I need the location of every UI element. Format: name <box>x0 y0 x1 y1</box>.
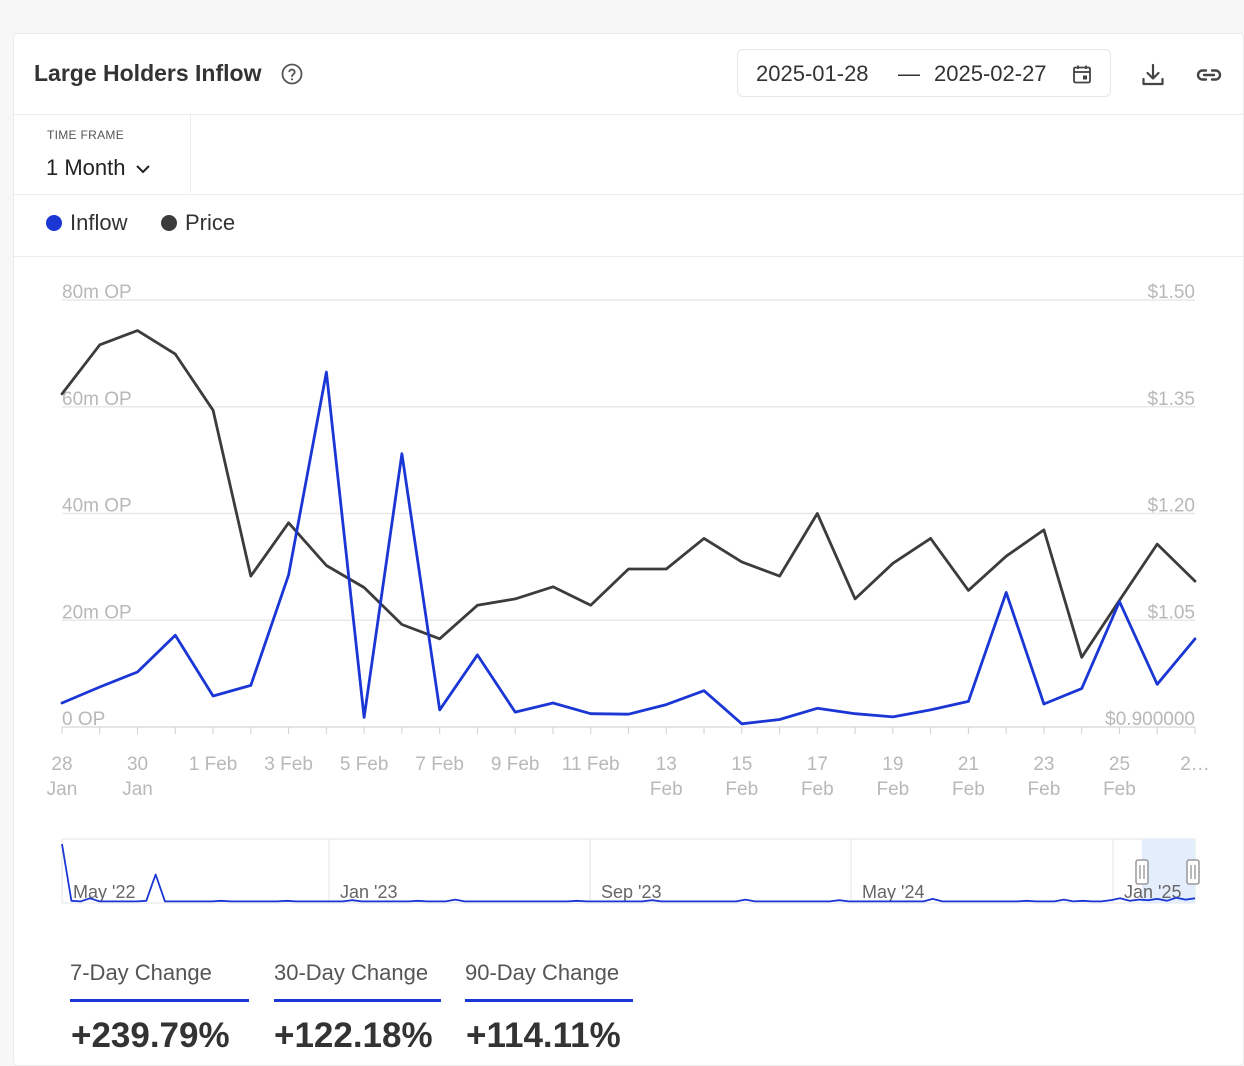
chevron-down-icon <box>135 165 150 174</box>
date-start: 2025-01-28 <box>756 61 869 86</box>
legend-item-inflow[interactable]: Inflow <box>46 210 127 236</box>
timeframe-label: TIME FRAME <box>47 128 124 142</box>
change-value-90d: +114.11% <box>466 1016 621 1055</box>
link-icon[interactable] <box>1194 62 1224 88</box>
x-tick-label: 1 Feb <box>189 754 238 775</box>
legend-dot-inflow <box>46 215 62 231</box>
x-tick-label: 2… <box>1180 754 1210 775</box>
x-tick-label: 15 <box>731 754 752 775</box>
navigator-label: Jan '25 <box>1124 882 1181 902</box>
navigator-label: Sep '23 <box>601 882 662 902</box>
x-tick-label: 11 Feb <box>562 754 620 775</box>
y-left-tick-label: 80m OP <box>62 282 132 303</box>
x-tick-label: Feb <box>801 779 834 800</box>
series-line-price <box>60 329 1197 659</box>
navigator-label: Jan '23 <box>340 882 397 902</box>
download-icon[interactable] <box>1140 62 1166 88</box>
x-tick-label: Jan <box>47 779 78 800</box>
tab-label: 7-Day Change <box>70 960 212 985</box>
navigator-frame <box>61 838 1196 904</box>
date-separator: — <box>898 61 920 86</box>
legend-label-price: Price <box>185 210 236 235</box>
tab-7-day-change[interactable]: 7-Day Change <box>70 960 249 1002</box>
y-right-tick-label: $1.20 <box>1147 496 1195 517</box>
x-tick-label: 3 Feb <box>264 754 313 775</box>
series-line-inflow <box>60 370 1197 726</box>
calendar-icon <box>1073 65 1091 84</box>
handle-body <box>1135 859 1149 885</box>
change-value-7d: +239.79% <box>71 1016 230 1055</box>
y-right-tick-label: $1.35 <box>1147 389 1195 410</box>
navigator-selection <box>1142 839 1195 903</box>
x-tick-label: Feb <box>876 779 909 800</box>
x-tick-label: 25 <box>1109 754 1130 775</box>
y-left-tick-label: 0 OP <box>62 709 105 730</box>
x-tick-label: Feb <box>1103 779 1136 800</box>
y-left-tick-label: 60m OP <box>62 389 132 410</box>
tab-label: 90-Day Change <box>465 960 620 985</box>
chart-area: 0 OP 20m OP 40m OP 60m OP 80m OP $0.900000 $1.… <box>47 282 1210 904</box>
x-tick-label: 13 <box>656 754 677 775</box>
x-tick-label: 21 <box>958 754 979 775</box>
navigator-handle-left[interactable] <box>1135 859 1149 885</box>
timeframe-selector: TIME FRAME 1 Month <box>14 115 191 193</box>
x-tick-label: 5 Feb <box>340 754 389 775</box>
date-end: 2025-02-27 <box>934 61 1047 86</box>
chart-title: Large Holders Inflow <box>34 60 262 86</box>
y-right-tick-label: $1.05 <box>1147 602 1195 623</box>
x-tick-label: Jan <box>122 779 153 800</box>
x-tick-label: 30 <box>127 754 148 775</box>
change-value-30d: +122.18% <box>274 1016 433 1055</box>
x-tick-label: Feb <box>1028 779 1061 800</box>
tab-label: 30-Day Change <box>274 960 429 985</box>
x-tick-label: 9 Feb <box>491 754 540 775</box>
timeframe-value: 1 Month <box>46 155 126 180</box>
legend-label-inflow: Inflow <box>70 210 128 235</box>
navigator-handle-right[interactable] <box>1186 859 1200 885</box>
x-tick-label: Feb <box>952 779 985 800</box>
date-range-picker[interactable]: 2025-01-28 — 2025-02-27 <box>737 49 1111 97</box>
help-icon[interactable] <box>280 62 304 86</box>
navigator-series-line <box>61 843 1196 903</box>
y-right-tick-label: $1.50 <box>1147 282 1195 303</box>
divider <box>14 256 1243 257</box>
x-tick-label: 7 Feb <box>415 754 464 775</box>
legend-item-price[interactable]: Price <box>161 210 235 236</box>
legend-dot-price <box>161 215 177 231</box>
tab-30-day-change[interactable]: 30-Day Change <box>274 960 441 1002</box>
y-left-tick-label: 40m OP <box>62 496 132 517</box>
timeframe-dropdown[interactable]: 1 Month <box>46 155 151 181</box>
x-tick-label: 19 <box>882 754 903 775</box>
x-tick-label: 23 <box>1033 754 1054 775</box>
chart-card: Large Holders Inflow 2025-01-28 — 2025-0… <box>13 33 1244 1066</box>
x-tick-label: 17 <box>807 754 828 775</box>
x-tick-label: Feb <box>725 779 758 800</box>
navigator-label: May '24 <box>862 882 924 902</box>
y-left-tick-label: 20m OP <box>62 602 132 623</box>
navigator-label: May '22 <box>73 882 135 902</box>
x-tick-label: 28 <box>51 754 72 775</box>
divider <box>14 194 1243 195</box>
x-tick-label: Feb <box>650 779 683 800</box>
handle-body <box>1186 859 1200 885</box>
y-right-tick-label: $0.900000 <box>1105 709 1195 730</box>
card-header: Large Holders Inflow 2025-01-28 — 2025-0… <box>14 34 1243 115</box>
tab-90-day-change[interactable]: 90-Day Change <box>465 960 633 1002</box>
